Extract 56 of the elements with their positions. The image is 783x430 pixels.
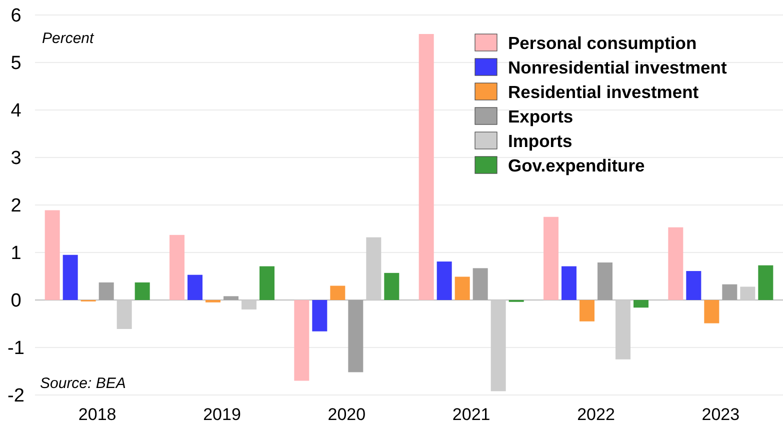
legend-label: Imports: [508, 131, 572, 151]
x-tick-label: 2022: [577, 405, 615, 424]
bar: [134, 282, 150, 300]
y-tick-label: -2: [8, 386, 24, 407]
bar: [490, 300, 506, 392]
y-tick-label: 0: [10, 290, 22, 312]
bar: [634, 300, 648, 308]
y-tick-label: -1: [8, 338, 24, 360]
bar: [686, 271, 702, 300]
bar: [472, 268, 488, 300]
x-tick-label: 2021: [452, 405, 490, 424]
bar: [668, 227, 684, 300]
bar: [242, 300, 256, 310]
bar: [170, 234, 184, 300]
y-tick-label: 3: [10, 148, 22, 170]
bar: [188, 274, 202, 300]
bar: [366, 237, 382, 300]
bar: [704, 300, 720, 324]
bar: [44, 210, 60, 300]
bar: [116, 300, 132, 329]
bar: [330, 286, 346, 300]
y-tick-label: 5: [10, 53, 22, 74]
bar: [436, 262, 452, 300]
legend-label: Personal consumption: [508, 33, 697, 53]
y-tick-label: 6: [10, 6, 22, 27]
y-tick-label: 4: [10, 100, 22, 122]
legend-label: Nonresidential investment: [508, 58, 727, 78]
bar: [722, 284, 738, 300]
bar: [294, 300, 310, 381]
bar: [562, 266, 576, 300]
x-tick-label: 2019: [203, 405, 241, 424]
bar: [62, 254, 78, 300]
bar: [740, 286, 756, 300]
bar: [312, 300, 328, 332]
bar: [418, 34, 434, 300]
x-tick-label: 2023: [702, 405, 740, 424]
bar: [224, 296, 238, 300]
bar: [580, 300, 594, 322]
bar: [454, 276, 470, 300]
bar: [598, 262, 612, 300]
y-tick-label: 1: [10, 243, 22, 264]
bar: [384, 272, 400, 300]
bar: [98, 282, 114, 300]
bar: [758, 265, 774, 300]
annotation: Source: BEA: [40, 375, 126, 392]
y-tick-label: 2: [10, 196, 22, 217]
bar: [544, 216, 558, 300]
bar: [616, 300, 630, 360]
bar: [260, 266, 274, 300]
x-tick-label: 2018: [78, 405, 116, 424]
bar: [348, 300, 364, 372]
legend-label: Residential investment: [508, 82, 699, 102]
legend-label: Gov.expenditure: [508, 156, 646, 176]
legend-label: Exports: [508, 106, 574, 126]
x-tick-label: 2020: [328, 405, 366, 424]
annotation: Percent: [42, 30, 95, 47]
